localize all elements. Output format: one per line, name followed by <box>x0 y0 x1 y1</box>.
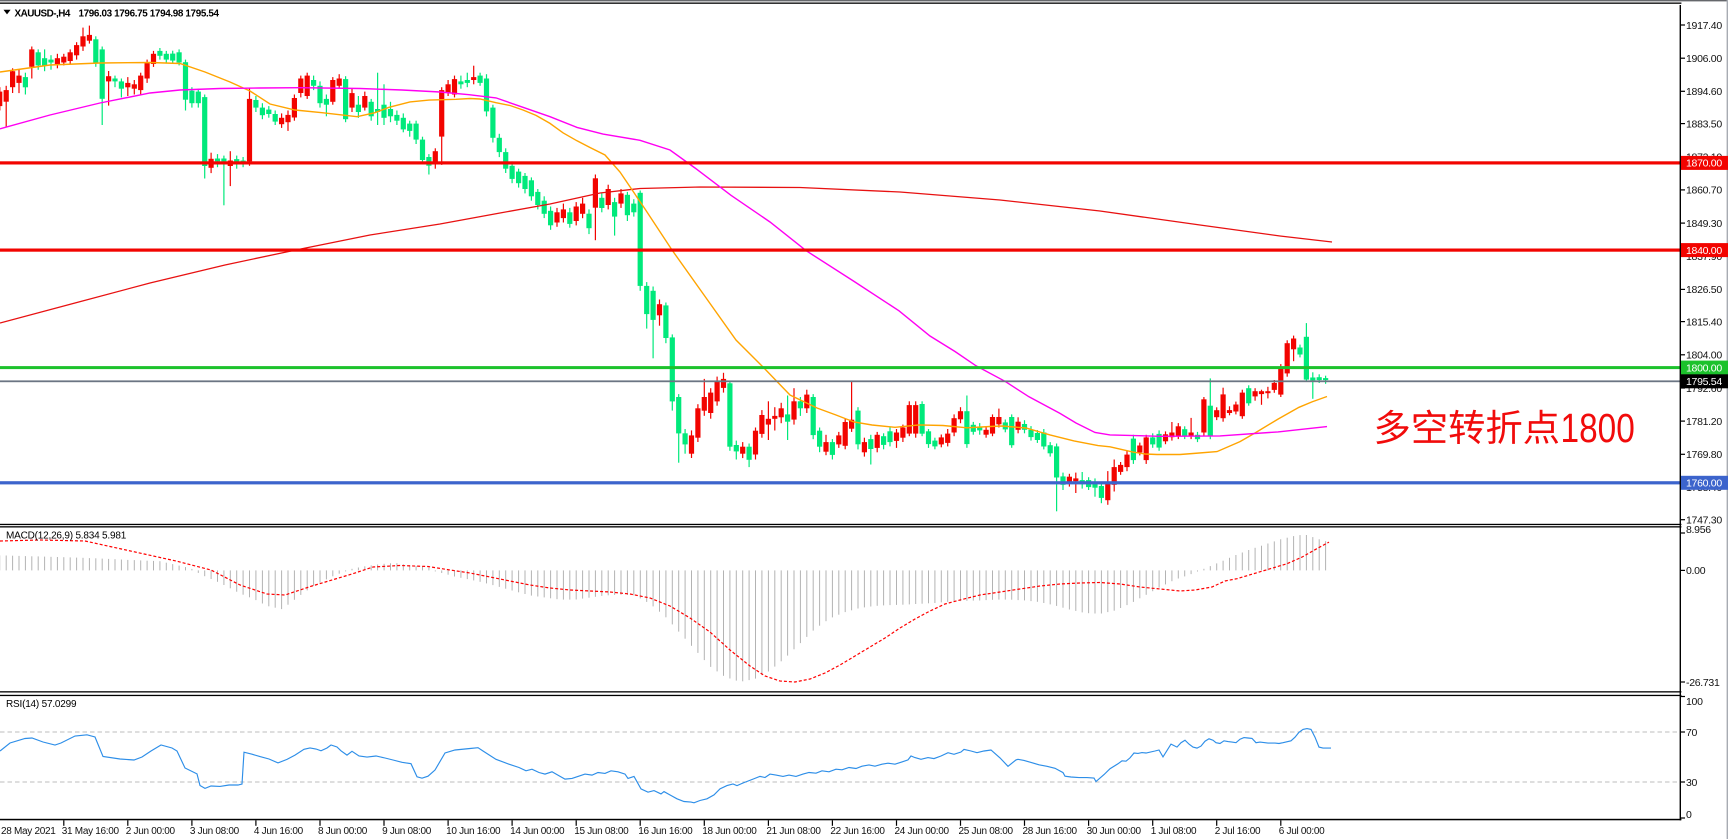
svg-text:XAUUSD-,H4: XAUUSD-,H4 <box>15 9 71 20</box>
svg-text:10 Jun 16:00: 10 Jun 16:00 <box>446 826 501 837</box>
svg-text:MACD(12,26,9) 5.834 5.981: MACD(12,26,9) 5.834 5.981 <box>6 531 127 542</box>
svg-text:22 Jun 16:00: 22 Jun 16:00 <box>830 826 885 837</box>
svg-text:-26.731: -26.731 <box>1686 677 1720 689</box>
svg-text:1860.70: 1860.70 <box>1686 185 1722 197</box>
svg-text:1800.00: 1800.00 <box>1686 362 1722 374</box>
svg-text:30: 30 <box>1686 777 1698 789</box>
svg-text:1769.80: 1769.80 <box>1686 449 1722 461</box>
svg-text:1760.00: 1760.00 <box>1686 478 1722 490</box>
svg-text:1815.40: 1815.40 <box>1686 316 1722 328</box>
svg-text:0: 0 <box>1686 809 1692 821</box>
svg-text:70: 70 <box>1686 727 1698 739</box>
svg-text:14 Jun 00:00: 14 Jun 00:00 <box>510 826 565 837</box>
svg-text:4 Jun 16:00: 4 Jun 16:00 <box>254 826 304 837</box>
svg-text:1870.00: 1870.00 <box>1686 158 1722 170</box>
svg-text:8 Jun 00:00: 8 Jun 00:00 <box>318 826 368 837</box>
svg-text:1804.00: 1804.00 <box>1686 350 1722 362</box>
svg-text:18 Jun 00:00: 18 Jun 00:00 <box>702 826 757 837</box>
svg-text:1894.60: 1894.60 <box>1686 86 1722 98</box>
svg-text:6 Jul 00:00: 6 Jul 00:00 <box>1279 826 1325 837</box>
svg-text:28 May 2021: 28 May 2021 <box>1 826 56 837</box>
svg-text:1826.50: 1826.50 <box>1686 284 1722 296</box>
svg-text:24 Jun 00:00: 24 Jun 00:00 <box>895 826 950 837</box>
svg-text:1849.30: 1849.30 <box>1686 218 1722 230</box>
svg-text:1800: 1800 <box>1561 405 1635 451</box>
svg-text:31 May 16:00: 31 May 16:00 <box>62 826 120 837</box>
svg-text:RSI(14) 57.0299: RSI(14) 57.0299 <box>6 699 77 710</box>
svg-text:3 Jun 08:00: 3 Jun 08:00 <box>190 826 240 837</box>
svg-text:30 Jun 00:00: 30 Jun 00:00 <box>1087 826 1142 837</box>
svg-text:2 Jul 16:00: 2 Jul 16:00 <box>1215 826 1261 837</box>
svg-text:1795.54: 1795.54 <box>1686 376 1722 388</box>
svg-text:2 Jun 00:00: 2 Jun 00:00 <box>126 826 176 837</box>
svg-text:1840.00: 1840.00 <box>1686 245 1722 257</box>
svg-text:1906.00: 1906.00 <box>1686 53 1722 65</box>
svg-text:28 Jun 16:00: 28 Jun 16:00 <box>1023 826 1078 837</box>
svg-text:25 Jun 08:00: 25 Jun 08:00 <box>959 826 1014 837</box>
svg-text:1917.40: 1917.40 <box>1686 20 1722 32</box>
svg-text:1 Jul 08:00: 1 Jul 08:00 <box>1151 826 1197 837</box>
svg-text:100: 100 <box>1686 696 1703 708</box>
svg-text:8.956: 8.956 <box>1686 524 1711 536</box>
svg-text:9 Jun 08:00: 9 Jun 08:00 <box>382 826 432 837</box>
svg-text:1781.20: 1781.20 <box>1686 416 1722 428</box>
svg-text:0.00: 0.00 <box>1686 565 1706 577</box>
svg-text:1883.50: 1883.50 <box>1686 118 1722 130</box>
svg-text:1747.30: 1747.30 <box>1686 515 1722 527</box>
svg-text:15 Jun 08:00: 15 Jun 08:00 <box>574 826 629 837</box>
svg-text:21 Jun 08:00: 21 Jun 08:00 <box>766 826 821 837</box>
svg-text:1796.03 1796.75 1794.98 1795.5: 1796.03 1796.75 1794.98 1795.54 <box>79 9 220 20</box>
svg-text:16 Jun 16:00: 16 Jun 16:00 <box>638 826 693 837</box>
